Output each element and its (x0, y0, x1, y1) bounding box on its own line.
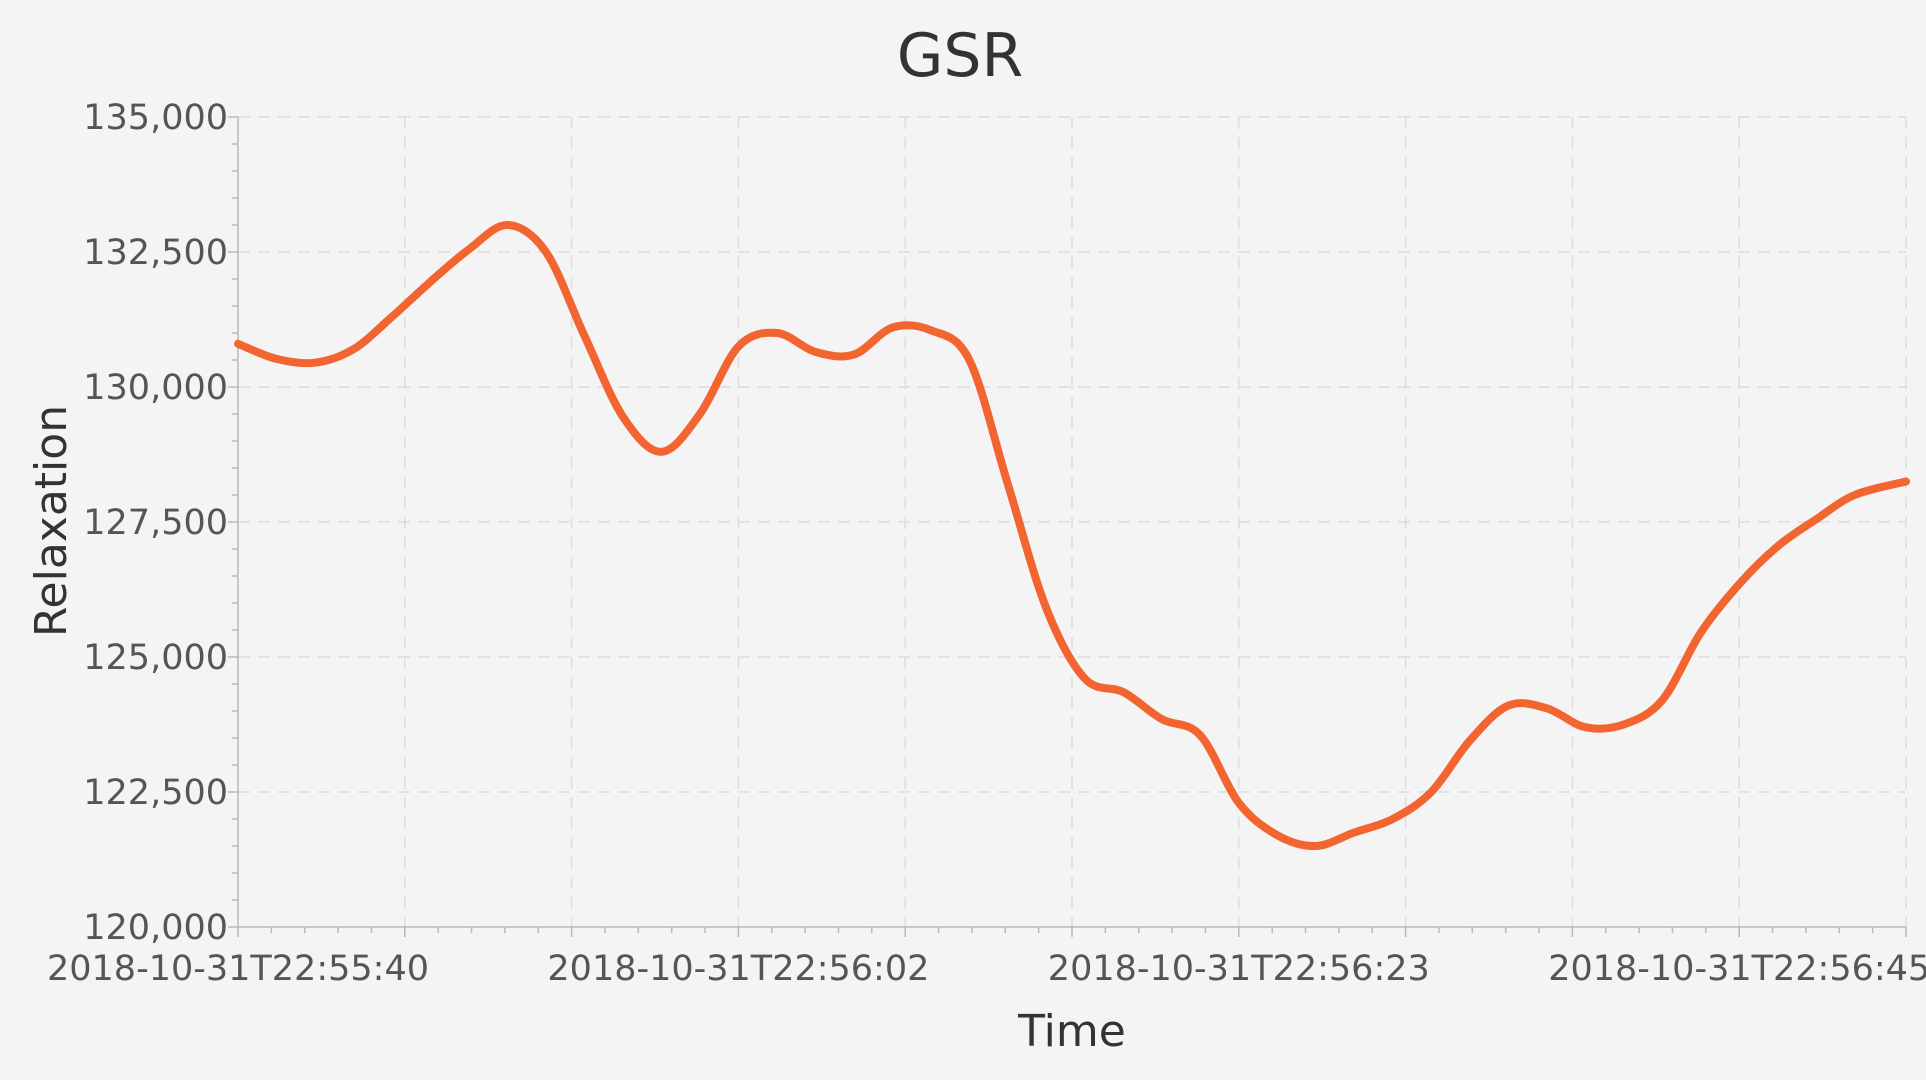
y-tick-labels: 120,000 122,500 125,000 127,500 130,000 132,5… (83, 98, 228, 948)
grid-lines (238, 116, 1907, 927)
chart-title: GSR (897, 21, 1023, 91)
y-tick-label: 135,000 (83, 98, 228, 138)
series-line-gsr (234, 221, 1910, 851)
y-axis-label: Relaxation (26, 405, 77, 637)
x-axis-label: Time (1017, 1006, 1126, 1057)
x-tick-label: 2018-10-31T22:56:45 (1548, 949, 1926, 989)
x-tick-label: 2018-10-31T22:56:23 (1048, 949, 1430, 989)
minor-ticks (228, 116, 1907, 937)
y-tick-label: 120,000 (83, 908, 228, 948)
y-tick-label: 130,000 (83, 368, 228, 408)
y-tick-label: 132,500 (83, 233, 228, 273)
y-tick-label: 122,500 (83, 773, 228, 813)
x-tick-labels: 2018-10-31T22:55:40 2018-10-31T22:56:02 20… (47, 949, 1926, 989)
x-tick-label: 2018-10-31T22:55:40 (47, 949, 429, 989)
x-tick-label: 2018-10-31T22:56:02 (547, 949, 929, 989)
y-tick-label: 125,000 (83, 638, 228, 678)
y-tick-label: 127,500 (83, 503, 228, 543)
